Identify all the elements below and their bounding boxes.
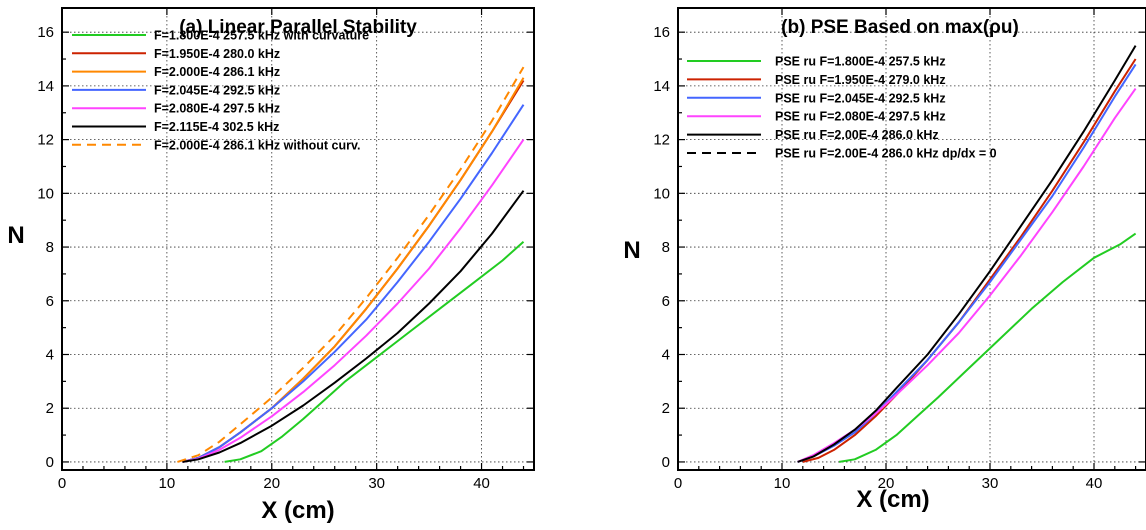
y-tick-label: 10 (653, 185, 670, 202)
panel-title: (a) Linear Parallel Stability (179, 17, 417, 38)
legend-label-3: PSE ru F=2.045E-4 292.5 kHz (775, 91, 946, 105)
y-axis-title: N (623, 237, 640, 264)
y-tick-label: 16 (653, 24, 670, 41)
x-tick-label: 20 (263, 475, 280, 492)
series-group (797, 45, 1137, 463)
y-tick-label: 8 (662, 239, 670, 256)
series-line-1 (224, 240, 525, 463)
y-tick-label: 12 (653, 132, 670, 149)
legend-label-4: F=2.045E-4 292.5 kHz (154, 83, 280, 97)
y-tick-label: 0 (662, 454, 670, 471)
y-tick-label: 14 (37, 78, 54, 95)
series-line-6 (182, 190, 525, 463)
x-tick-label: 10 (159, 475, 176, 492)
legend-label-4: PSE ru F=2.080E-4 297.5 kHz (775, 110, 946, 124)
legend-label-3: F=2.000E-4 286.1 kHz (154, 65, 280, 79)
y-tick-label: 8 (46, 239, 54, 256)
y-tick-label: 6 (46, 293, 54, 310)
series-line-1 (839, 232, 1137, 463)
x-tick-label: 0 (58, 475, 66, 492)
legend-label-2: F=1.950E-4 280.0 kHz (154, 47, 280, 61)
y-tick-label: 14 (653, 78, 670, 95)
y-tick-label: 6 (662, 293, 670, 310)
x-axis-title: X (cm) (261, 497, 334, 524)
y-tick-label: 2 (46, 400, 54, 417)
series-line-3 (797, 63, 1137, 463)
legend-label-7: F=2.000E-4 286.1 kHz without curv. (154, 138, 360, 152)
x-tick-label: 40 (1086, 475, 1103, 492)
series-line-4 (182, 104, 525, 463)
x-tick-label: 20 (878, 475, 895, 492)
legend-label-6: PSE ru F=2.00E-4 286.0 kHz dp/dx = 0 (775, 147, 997, 161)
legend-label-5: F=2.080E-4 297.5 kHz (154, 102, 280, 116)
y-tick-label: 4 (46, 347, 54, 364)
series-line-5 (182, 139, 525, 463)
y-tick-label: 12 (37, 132, 54, 149)
y-axis-title: N (7, 222, 24, 249)
panel-title: (b) PSE Based on max(ρu) (781, 17, 1019, 38)
legend-label-6: F=2.115E-4 302.5 kHz (154, 120, 279, 134)
y-tick-label: 0 (46, 454, 54, 471)
legend-label-5: PSE ru F=2.00E-4 286.0 kHz (775, 128, 939, 142)
series-line-5 (797, 45, 1137, 463)
x-tick-label: 0 (674, 475, 682, 492)
y-tick-label: 4 (662, 347, 670, 364)
y-tick-label: 16 (37, 24, 54, 41)
plot-frame (61, 7, 535, 471)
legend-label-1: PSE ru F=1.800E-4 257.5 kHz (775, 55, 946, 69)
series-line-7 (177, 66, 525, 463)
x-tick-label: 30 (368, 475, 385, 492)
x-tick-label: 10 (774, 475, 791, 492)
y-tick-label: 10 (37, 185, 54, 202)
chart-panel-a: 0 10 20 30 40 0 2 4 6 8 10 12 14 16 F=1.800E-4 257.5 k… (7, 7, 535, 524)
plot-frame (677, 7, 1146, 471)
y-tick-label: 2 (662, 400, 670, 417)
legend-label-1: F=1.800E-4 257.5 kHz with curvature (154, 29, 369, 43)
legend-label-2: PSE ru F=1.950E-4 279.0 kHz (775, 73, 946, 87)
x-axis-title: X (cm) (856, 486, 929, 513)
chart-panel-b: 0 10 20 30 40 0 2 4 6 8 10 12 14 16 PSE ru F=1.800E-4 … (623, 7, 1146, 513)
series-group (177, 66, 525, 463)
series-line-3 (182, 77, 525, 463)
x-tick-label: 40 (473, 475, 490, 492)
x-tick-label: 30 (982, 475, 999, 492)
